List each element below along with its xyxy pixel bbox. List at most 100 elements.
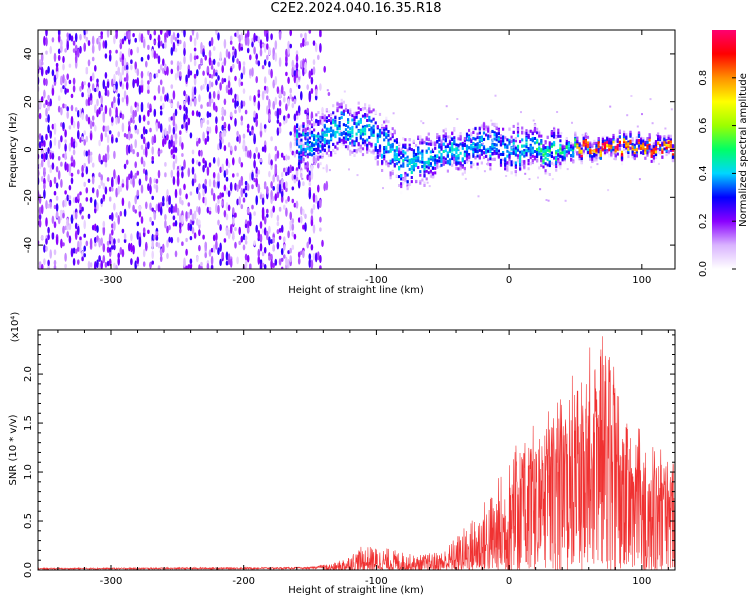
spectrogram-cell: [511, 146, 514, 149]
spectrogram-cell: [49, 164, 52, 170]
spectrogram-cell: [53, 76, 57, 83]
spectrogram-cell: [502, 161, 505, 164]
spectrogram-cell: [234, 117, 237, 127]
spectrogram-cell: [268, 170, 271, 178]
spectrogram-cell: [66, 88, 69, 93]
spectrogram-cell: [359, 134, 362, 137]
spectrogram-cell: [113, 35, 116, 45]
spectrogram-cell: [70, 35, 74, 42]
spectrogram-cell: [344, 137, 348, 141]
spectrogram-cell: [415, 152, 418, 156]
spectrogram-cell: [310, 134, 314, 138]
spectrogram-cell: [253, 159, 256, 169]
spectrogram-cell: [521, 130, 524, 134]
spectrogram-cell: [542, 144, 545, 148]
spectrogram-cell: [276, 110, 280, 120]
spectrogram-cell: [561, 155, 564, 159]
spectrogram-cell: [419, 173, 422, 177]
spectrogram-cell: [412, 157, 415, 161]
spectrogram-cell: [189, 35, 193, 42]
spectrogram-cell: [385, 162, 388, 166]
spectrogram-cell: [196, 218, 199, 226]
spectrogram-cell: [89, 100, 93, 105]
spectrogram-cell: [559, 164, 562, 168]
spectrogram-cell: [330, 119, 333, 123]
spectrogram-cell: [217, 75, 220, 81]
spectrogram-cell: [74, 141, 78, 148]
x-tick-label: -300: [100, 275, 123, 286]
spectrogram-cell: [527, 135, 530, 139]
spectrogram-cell: [102, 220, 106, 228]
spectrogram-cell: [410, 176, 413, 179]
spectrogram-cell: [514, 173, 517, 177]
spectrogram-cell: [368, 107, 371, 111]
spectrogram-cell: [385, 127, 388, 131]
spectrogram-cell: [525, 132, 528, 135]
spectrogram-cell: [134, 109, 137, 118]
spectrogram-cell: [336, 124, 339, 128]
spectrogram-cell: [336, 130, 339, 134]
spectrogram-cell: [134, 139, 137, 149]
spectrogram-cell: [419, 136, 422, 139]
spectrogram-cell: [533, 155, 537, 159]
y-tick-label: 0: [23, 146, 34, 152]
spectrogram-cell: [355, 125, 358, 129]
spectrogram-cell: [671, 153, 675, 157]
spectrogram-cell: [229, 111, 233, 118]
spectrogram-cell: [125, 64, 129, 71]
spectrogram-cell: [81, 136, 84, 141]
spectrogram-cell: [508, 140, 511, 144]
spectrogram-cell: [85, 36, 89, 42]
spectrogram-cell: [308, 236, 312, 245]
spectrogram-cell: [438, 145, 441, 148]
spectrogram-cell: [217, 179, 220, 189]
spectrogram-cell: [130, 178, 133, 185]
spectrogram-cell: [665, 135, 668, 139]
spectrogram-cell: [487, 134, 490, 138]
spectrogram-cell: [189, 52, 193, 63]
spectrogram-cell: [238, 134, 241, 144]
spectrogram-cell: [540, 134, 543, 138]
spectrogram-cell: [215, 240, 218, 250]
spectrogram-cell: [229, 258, 233, 268]
spectrogram-cell: [338, 132, 341, 136]
spectrogram-cell: [385, 119, 388, 123]
spectrogram-cell: [255, 53, 258, 60]
spectrogram-cell: [104, 105, 108, 115]
spectrogram-cell: [499, 163, 503, 167]
spectrogram-cell: [541, 162, 544, 165]
spectrogram-cell: [172, 205, 176, 214]
spectrogram-cell: [406, 159, 409, 163]
spectrogram-cell: [87, 87, 91, 96]
spectrogram-cell: [436, 164, 439, 168]
spectrogram-cell: [47, 158, 50, 168]
spectrogram-cell: [96, 86, 99, 92]
spectrogram-cell: [315, 138, 318, 142]
spectrogram-cell: [525, 129, 528, 133]
spectrogram-cell: [553, 135, 556, 139]
spectrogram-cell: [442, 134, 445, 138]
spectrogram-cell: [291, 96, 295, 102]
spectrogram-cell: [280, 190, 284, 198]
spectrogram-cell: [463, 137, 466, 140]
spectrogram-cell: [223, 121, 227, 128]
spectrogram-cell: [119, 112, 123, 119]
spectrogram-cell: [266, 105, 269, 115]
spectrogram-cell: [272, 79, 276, 89]
spectrogram-cell: [38, 163, 42, 170]
spectrogram-cell: [240, 162, 244, 168]
spectrogram-cell: [229, 40, 233, 45]
spectrogram-cell: [70, 162, 74, 167]
spectrogram-cell: [546, 148, 549, 152]
spectrogram-cell: [189, 223, 193, 232]
spectrogram-cell: [208, 249, 212, 257]
spectrogram-cell: [493, 146, 496, 150]
spectrogram-cell: [253, 240, 256, 246]
spectrogram-cell: [429, 157, 432, 161]
spectrogram-cell: [276, 190, 280, 199]
spectrogram-cell: [532, 119, 535, 122]
spectrogram-cell: [453, 148, 456, 152]
spectrogram-cell: [115, 117, 118, 125]
spectrogram-cell: [608, 148, 611, 152]
spectrogram-cell: [474, 148, 477, 152]
